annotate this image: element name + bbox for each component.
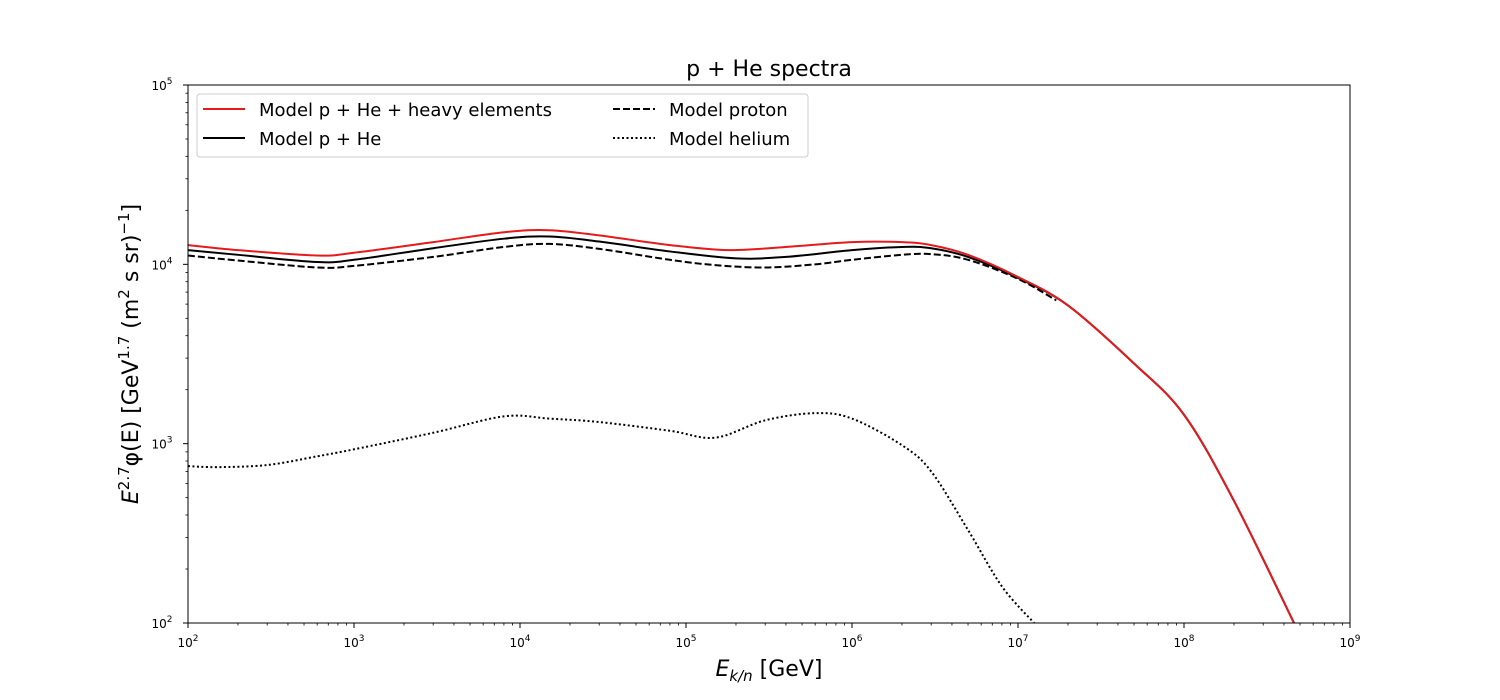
x-tick-label: 108 (1173, 634, 1194, 650)
legend-box (196, 93, 809, 158)
y-axis-label: E2.7φ(E) [GeV1.7 (m2 s sr)−1] (115, 204, 144, 504)
x-axis: 102 103 104 105 106 107 108 109 (177, 623, 1361, 650)
legend-item-proton: Model proton (613, 100, 788, 121)
legend-label-p-he: Model p + He (259, 129, 381, 150)
x-tick-label: 106 (841, 634, 862, 650)
x-tick-label: 103 (343, 634, 364, 650)
series-line-model-helium (188, 412, 1035, 623)
x-tick-label: 107 (1007, 634, 1028, 650)
x-tick-label: 104 (509, 634, 530, 650)
legend-item-p-he: Model p + He (203, 129, 381, 150)
y-tick-label: 105 (151, 77, 172, 93)
legend-item-helium: Model helium (613, 129, 790, 150)
legend-label-helium: Model helium (669, 129, 790, 150)
legend-item-heavy-elements: Model p + He + heavy elements (203, 100, 552, 121)
data-series-group (188, 229, 1295, 623)
legend: Model p + He + heavy elements Model p + … (196, 93, 809, 158)
series-line-model-proton (188, 242, 1057, 302)
legend-label-heavy: Model p + He + heavy elements (259, 100, 552, 121)
legend-label-proton: Model proton (669, 100, 788, 121)
x-tick-label: 102 (177, 634, 198, 650)
y-tick-label: 102 (151, 615, 172, 631)
plot-frame (187, 84, 1351, 624)
y-axis: 102 103 104 105 (151, 77, 188, 631)
x-axis-label: Ek/n [GeV] (716, 657, 823, 685)
chart-title: p + He spectra (686, 57, 852, 82)
y-tick-label: 103 (151, 436, 172, 452)
series-line-model-p-he-heavy-elements (188, 229, 1295, 623)
x-tick-label: 109 (1339, 634, 1360, 650)
series-line-model-p-he (188, 235, 1295, 623)
y-tick-label: 104 (151, 256, 172, 272)
x-tick-label: 105 (675, 634, 696, 650)
